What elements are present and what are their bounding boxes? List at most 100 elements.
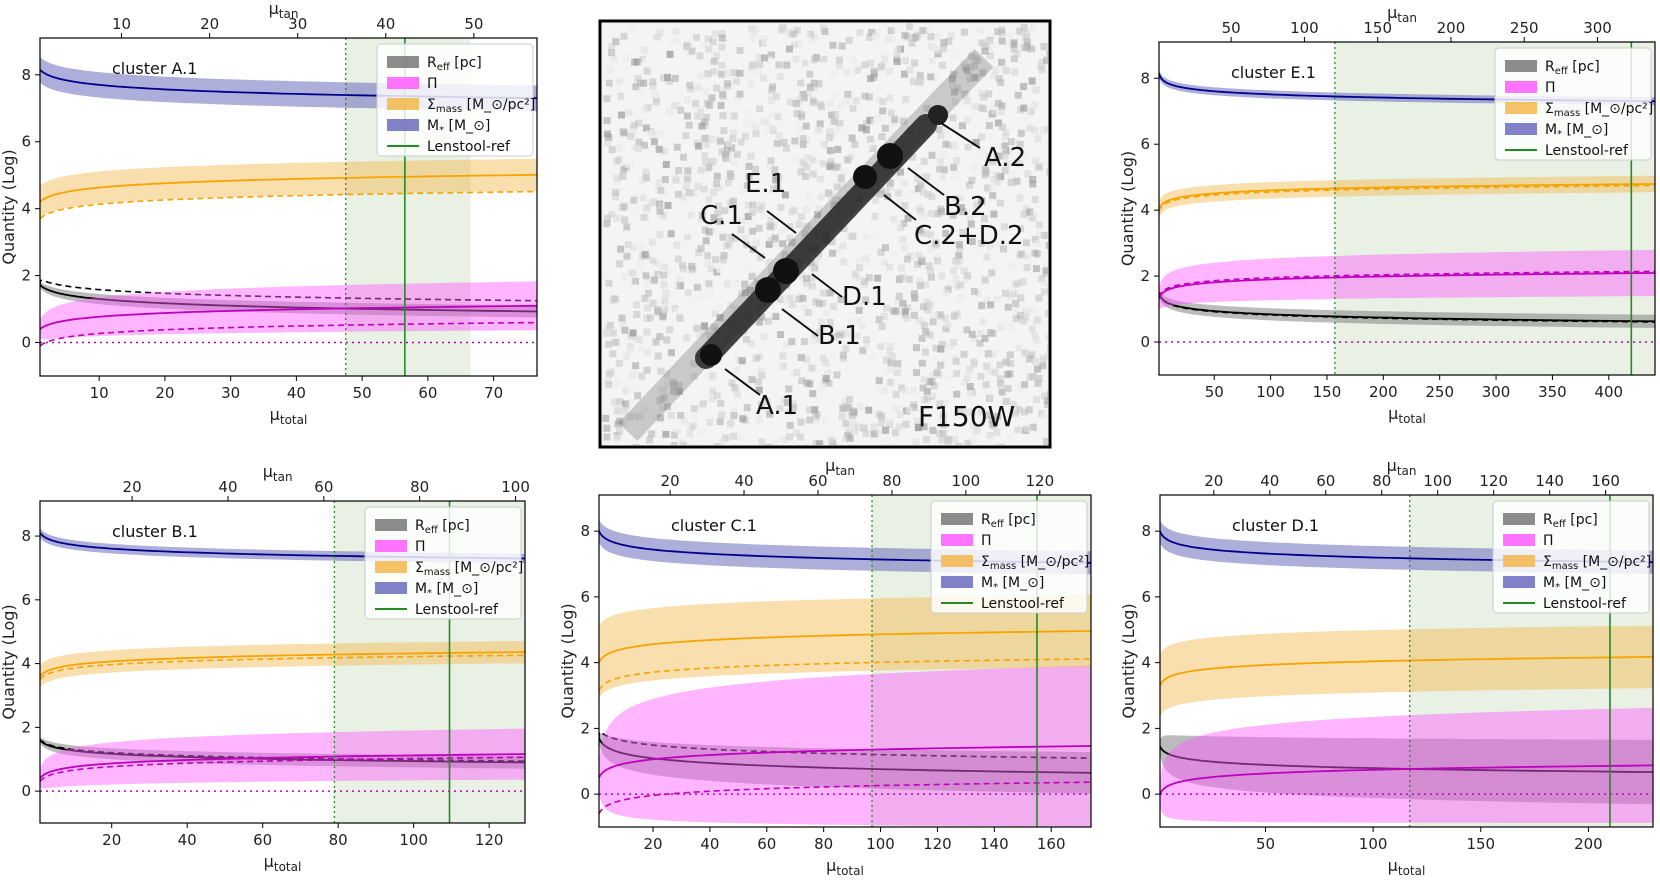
image-noise-pixel: [971, 103, 979, 111]
image-noise-pixel: [1002, 147, 1010, 155]
legend-label-tail: [M_⊙]: [998, 575, 1044, 591]
x2-tick-label: 10: [112, 15, 131, 33]
image-noise-pixel: [728, 379, 736, 387]
image-noise-pixel: [613, 434, 621, 442]
image-noise-pixel: [875, 316, 883, 324]
image-noise-pixel: [752, 239, 760, 247]
image-noise-pixel: [1023, 42, 1031, 50]
image-noise-pixel: [610, 295, 618, 303]
image-noise-pixel: [635, 138, 643, 146]
image-noise-pixel: [702, 158, 710, 166]
image-label-b2: B.2: [944, 192, 987, 222]
image-noise-pixel: [1011, 409, 1019, 417]
image-noise-pixel: [937, 205, 945, 213]
legend-label-mstar: M* [M_⊙]: [981, 575, 1044, 593]
image-noise-pixel: [682, 183, 690, 191]
image-noise-pixel: [825, 189, 833, 197]
image-noise-pixel: [974, 426, 982, 434]
image-noise-pixel: [1007, 360, 1015, 368]
image-noise-pixel: [986, 368, 994, 376]
image-noise-pixel: [684, 289, 692, 297]
image-noise-pixel: [799, 158, 807, 166]
reff-band: [599, 733, 1091, 794]
image-noise-pixel: [955, 241, 963, 249]
image-noise-pixel: [718, 70, 726, 78]
image-noise-pixel: [632, 362, 640, 370]
image-noise-pixel: [1034, 365, 1042, 373]
x2-tick-label: 120: [1025, 472, 1054, 490]
image-noise-pixel: [786, 234, 794, 242]
image-noise-pixel: [1033, 336, 1041, 344]
image-noise-pixel: [971, 164, 979, 172]
image-noise-pixel: [1016, 194, 1024, 202]
image-noise-pixel: [710, 214, 718, 222]
image-noise-pixel: [604, 377, 612, 385]
image-noise-pixel: [859, 347, 867, 355]
image-noise-pixel: [708, 395, 716, 403]
image-noise-pixel: [918, 181, 926, 189]
image-noise-pixel: [997, 380, 1005, 388]
image-noise-pixel: [617, 429, 625, 437]
image-noise-pixel: [924, 191, 932, 199]
image-noise-pixel: [723, 53, 731, 61]
image-noise-pixel: [963, 318, 971, 326]
image-noise-pixel: [877, 86, 885, 94]
image-noise-pixel: [889, 36, 897, 44]
image-noise-pixel: [617, 245, 625, 253]
image-noise-pixel: [845, 330, 853, 338]
image-noise-pixel: [755, 53, 763, 61]
image-noise-pixel: [837, 296, 845, 304]
image-noise-pixel: [737, 138, 745, 146]
image-noise-pixel: [873, 28, 881, 36]
image-noise-pixel: [878, 322, 886, 330]
image-noise-pixel: [997, 443, 1005, 445]
image-noise-pixel: [910, 312, 918, 320]
image-noise-pixel: [877, 63, 885, 71]
image-noise-pixel: [868, 28, 876, 36]
image-noise-pixel: [994, 152, 1002, 160]
image-noise-pixel: [770, 221, 778, 229]
image-noise-pixel: [713, 392, 721, 400]
image-noise-pixel: [676, 387, 684, 395]
image-noise-pixel: [841, 398, 849, 406]
image-noise-pixel: [804, 31, 812, 39]
image-noise-pixel: [865, 33, 873, 41]
image-noise-pixel: [790, 206, 798, 214]
image-noise-pixel: [1017, 384, 1025, 392]
image-noise-pixel: [684, 167, 692, 175]
y-axis-label: Quantity (Log): [558, 603, 577, 718]
image-noise-pixel: [881, 55, 889, 63]
image-noise-pixel: [644, 289, 652, 297]
image-noise-pixel: [1007, 433, 1015, 441]
x2-tick-label: 140: [1535, 472, 1564, 490]
legend-label-sub: *: [993, 582, 998, 593]
image-noise-pixel: [941, 399, 949, 407]
legend-label-ref: Lenstool-ref: [1543, 596, 1627, 612]
image-noise-pixel: [801, 230, 809, 238]
image-noise-pixel: [772, 438, 780, 445]
image-noise-pixel: [1035, 221, 1043, 229]
image-noise-pixel: [818, 383, 826, 391]
image-noise-pixel: [694, 182, 702, 190]
image-noise-pixel: [927, 33, 935, 41]
image-noise-pixel: [692, 295, 700, 303]
image-noise-pixel: [776, 363, 784, 371]
image-noise-pixel: [909, 153, 917, 161]
sigma-dashed-line: [599, 658, 1091, 691]
image-noise-pixel: [755, 386, 763, 394]
image-noise-pixel: [771, 166, 779, 174]
legend-swatch-mstar: [375, 582, 407, 594]
image-noise-pixel: [767, 236, 775, 244]
image-noise-pixel: [792, 55, 800, 63]
image-noise-pixel: [1020, 43, 1028, 51]
image-noise-pixel: [656, 333, 664, 341]
image-noise-pixel: [763, 398, 771, 406]
pi-line: [599, 745, 1091, 779]
image-noise-pixel: [853, 66, 861, 74]
image-noise-pixel: [803, 222, 811, 230]
image-noise-pixel: [622, 401, 630, 409]
image-noise-pixel: [741, 132, 749, 140]
image-noise-pixel: [646, 276, 654, 284]
x2-tick-label: 20: [123, 478, 142, 496]
image-noise-pixel: [934, 33, 942, 41]
